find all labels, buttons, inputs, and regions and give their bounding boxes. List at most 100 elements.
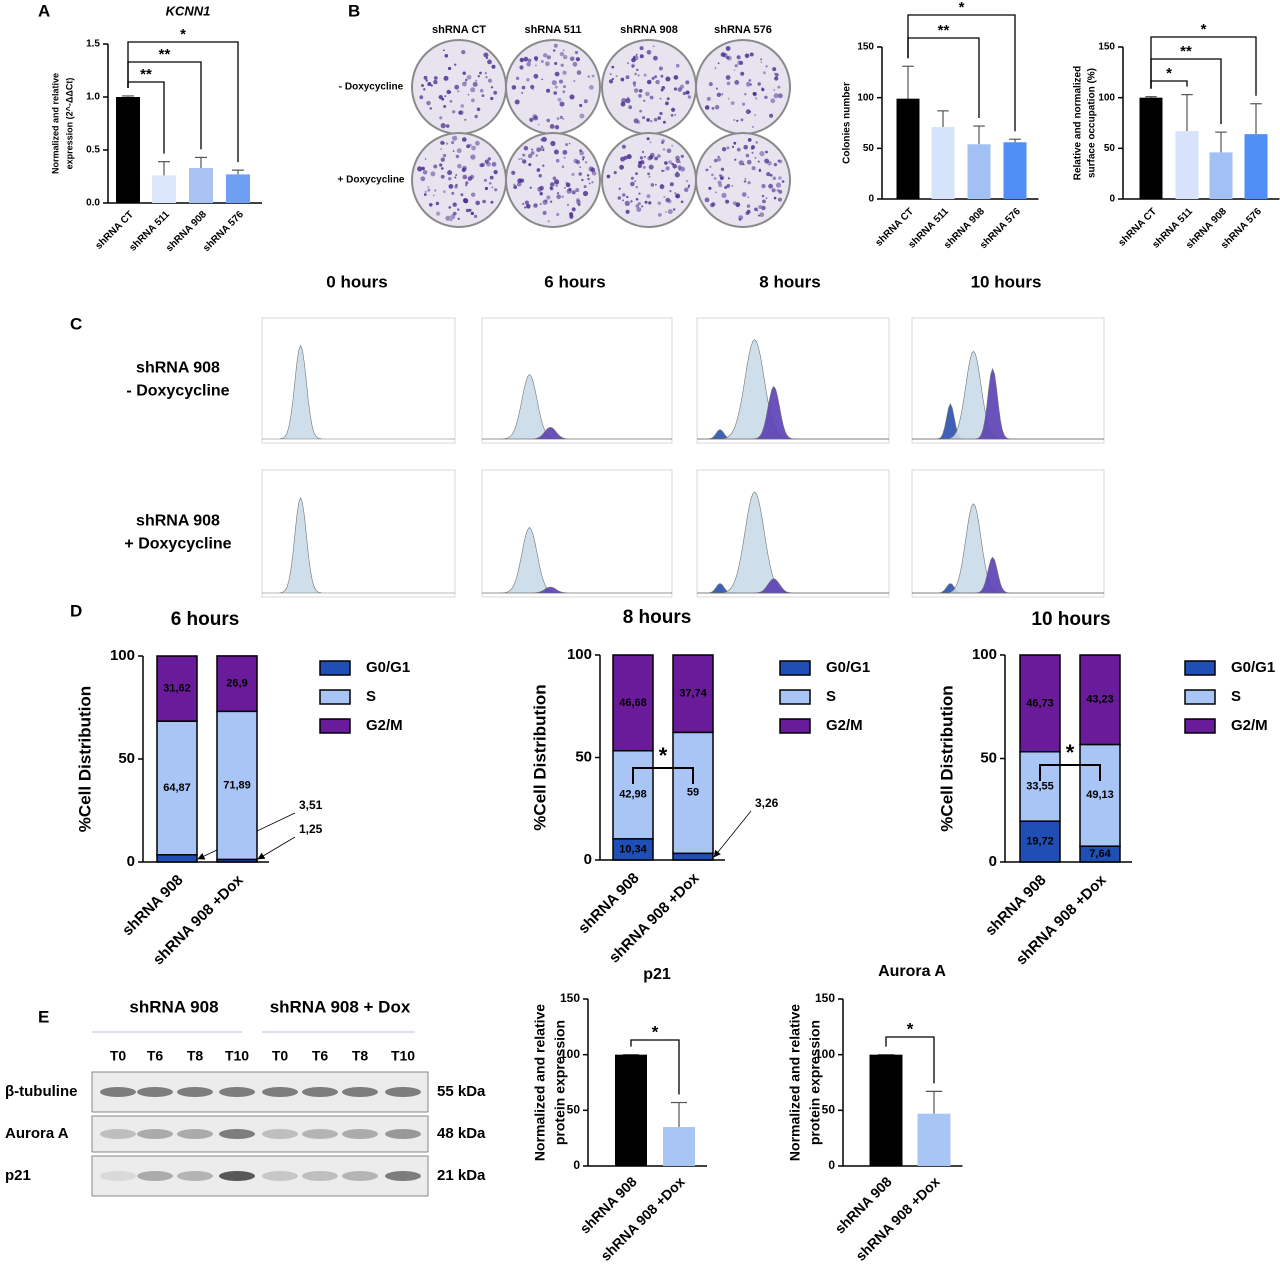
colony <box>419 95 424 100</box>
colony <box>754 97 758 100</box>
y-tick-label: 0.0 <box>86 198 100 209</box>
histogram-peak <box>912 583 1104 594</box>
y-axis-label: surface occupation (%) <box>1087 68 1098 178</box>
colony <box>646 194 651 199</box>
colony <box>577 203 581 207</box>
timepoint-label: 0 hours <box>326 272 387 291</box>
colony <box>549 186 553 190</box>
colony <box>657 116 661 120</box>
colony <box>462 81 467 87</box>
colony <box>608 79 614 84</box>
colony <box>765 150 768 154</box>
colony <box>462 71 466 75</box>
band <box>100 1129 136 1139</box>
lane-label: T10 <box>225 1048 249 1064</box>
colony <box>609 73 612 75</box>
colony <box>440 157 445 162</box>
colony <box>449 100 453 103</box>
colony <box>576 199 581 205</box>
colony <box>770 98 776 104</box>
y-axis-label: %Cell Distribution <box>937 685 956 831</box>
colony <box>546 88 551 93</box>
bar-segment <box>612 654 654 752</box>
colony <box>635 172 638 176</box>
significance-bracket <box>127 41 239 163</box>
colony <box>757 82 761 86</box>
colony <box>553 149 559 155</box>
colony <box>716 92 722 98</box>
colony <box>660 74 664 78</box>
histogram-peak <box>697 385 889 440</box>
y-axis-label: %Cell Distribution <box>530 684 549 830</box>
colony <box>514 99 520 105</box>
colony <box>611 77 615 81</box>
chart-title: 6 hours <box>171 609 240 630</box>
colony <box>588 182 591 185</box>
bar-segment <box>1079 654 1121 746</box>
colony <box>493 90 498 95</box>
y-tick-label: 50 <box>822 1103 836 1117</box>
colony <box>725 46 731 51</box>
significance-bracket <box>632 767 694 784</box>
colony <box>642 151 644 154</box>
colony <box>462 165 467 171</box>
y-axis-label: expression (2^-ΔΔCt) <box>64 78 74 170</box>
colony <box>733 141 737 145</box>
band <box>219 1171 255 1181</box>
colony <box>743 180 747 183</box>
significance-label: * <box>1066 740 1075 765</box>
colony <box>745 153 750 158</box>
colony <box>487 157 491 161</box>
colony <box>448 66 452 71</box>
colony <box>465 181 469 185</box>
colony <box>424 190 427 194</box>
colony <box>430 171 436 177</box>
colony <box>564 187 566 189</box>
bar <box>917 1113 951 1166</box>
colony <box>554 125 560 130</box>
colony <box>440 123 446 129</box>
panel-label: D <box>70 601 82 620</box>
colony <box>747 138 752 142</box>
colony <box>464 81 467 84</box>
bar <box>1003 142 1027 199</box>
colony <box>549 200 553 203</box>
colony <box>634 72 637 76</box>
colony <box>462 174 468 180</box>
significance-label: ** <box>159 46 171 63</box>
colony <box>526 61 531 67</box>
legend-swatch <box>319 718 351 734</box>
colony <box>627 62 630 65</box>
colony <box>643 73 647 77</box>
colony <box>713 158 718 163</box>
column-label: shRNA 576 <box>714 24 772 36</box>
colony <box>685 179 689 183</box>
x-tick-label: shRNA 576 <box>201 209 246 254</box>
colony <box>626 154 632 160</box>
colony <box>529 117 534 122</box>
colony <box>735 202 741 208</box>
colony <box>583 99 588 104</box>
colony <box>455 183 458 187</box>
colony <box>746 81 751 87</box>
colony <box>457 208 460 211</box>
colony <box>553 43 558 48</box>
significance-label: ** <box>938 22 950 39</box>
colony <box>646 79 652 85</box>
histogram-peak <box>912 350 1104 440</box>
histogram-peak <box>697 578 889 594</box>
colony <box>462 137 467 142</box>
column-label: shRNA CT <box>432 24 486 36</box>
colony <box>631 57 636 63</box>
colony <box>670 114 674 117</box>
significance-label: * <box>180 26 186 43</box>
callout-arrow <box>257 836 296 860</box>
colony <box>724 186 728 189</box>
colony <box>565 182 571 188</box>
colony <box>687 186 690 189</box>
colony <box>521 202 525 206</box>
legend-swatch <box>319 660 351 676</box>
colony <box>654 75 657 79</box>
legend-label: G2/M <box>826 717 863 734</box>
